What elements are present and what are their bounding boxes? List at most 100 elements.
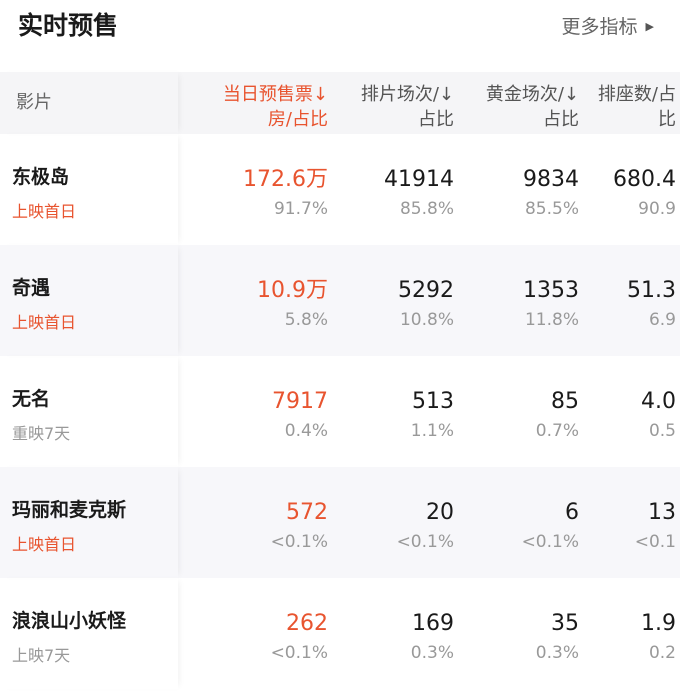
table-header: 影片 当日预售票↓ 房/占比 排片场次/↓ 占比 黄金场次/↓ 占比 排座数/占比 <box>0 72 680 134</box>
seats-value: 1.9 <box>641 611 676 636</box>
shows-cell: 20 <0.1% <box>397 499 454 578</box>
shows-value: 41914 <box>384 167 454 192</box>
box-office-value: 10.9万 <box>257 278 328 303</box>
box-office-value: 7917 <box>272 389 328 414</box>
gold-shows-percent: 11.8% <box>524 310 579 330</box>
box-office-percent: 0.4% <box>284 421 328 441</box>
gold-shows-cell: 1353 11.8% <box>523 277 579 356</box>
film-name: 东极岛 <box>12 166 70 188</box>
table-row[interactable]: 奇遇上映首日 10.9万 5.8% 5292 10.8% 1353 11.8% 51.3 6.9 <box>0 245 680 356</box>
header-label: 占比 <box>543 109 579 130</box>
gold-shows-value: 35 <box>551 611 579 636</box>
film-status: 上映首日 <box>12 535 77 554</box>
header-label: 排片场次/↓ <box>360 84 454 105</box>
table-row[interactable]: 浪浪山小妖怪 上映7天 262 <0.1% 169 0.3% 35 0.3% 1.9 0.2 <box>0 578 680 689</box>
gold-shows-percent: 0.3% <box>535 643 579 663</box>
film-name: 玛丽和麦克斯 <box>12 499 127 521</box>
page-title: 实时预售 <box>18 11 119 40</box>
shows-cell: 41914 85.8% <box>384 166 454 245</box>
shows-value: 513 <box>412 389 454 414</box>
film-status: 上映7天 <box>12 646 71 665</box>
box-office-cell: 7917 0.4% <box>272 388 328 467</box>
header-label: 黄金场次/↓ <box>485 84 579 105</box>
film-name: 无名 <box>12 388 51 410</box>
header-film: 影片 <box>0 72 178 134</box>
header-label: 当日预售票↓ <box>222 84 328 105</box>
triangle-right-icon: ▶ <box>645 20 654 33</box>
gold-shows-cell: 85 0.7% <box>536 388 579 467</box>
seats-value: 13 <box>648 500 676 525</box>
seats-value: 680.4 <box>613 167 676 192</box>
gold-shows-value: 85 <box>551 389 579 414</box>
box-office-percent: 5.8% <box>284 310 328 330</box>
presale-table: 影片 当日预售票↓ 房/占比 排片场次/↓ 占比 黄金场次/↓ 占比 排座数/占比 东… <box>0 72 680 689</box>
header-seats-sort[interactable]: 排座数/占比 <box>598 82 676 134</box>
film-cell: 无名重映7天 <box>0 356 178 467</box>
header-film-label: 影片 <box>16 92 52 113</box>
film-cell: 奇遇 上映首日 <box>0 245 178 356</box>
box-office-percent: 91.7% <box>273 199 328 219</box>
gold-shows-percent: 0.7% <box>535 421 579 441</box>
shows-cell: 513 1.1% <box>411 388 454 467</box>
seats-cell: 51.3 6.9 <box>627 277 676 356</box>
shows-cell: 5292 10.8% <box>398 277 454 356</box>
seats-percent: 90.9 <box>638 199 676 219</box>
seats-value: 51.3 <box>627 278 676 303</box>
gold-shows-value: 9834 <box>523 167 579 192</box>
box-office-percent: <0.1% <box>270 532 328 552</box>
seats-cell: 680.4 90.9 <box>613 166 676 245</box>
box-office-value: 262 <box>286 611 328 636</box>
shows-value: 5292 <box>398 278 454 303</box>
seats-percent: <0.1 <box>634 532 676 552</box>
shows-percent: 1.1% <box>410 421 454 441</box>
film-name: 浪浪山小妖怪 <box>12 610 127 632</box>
more-metrics-label: 更多指标 <box>561 16 638 38</box>
box-office-cell: 172.6万 91.7% <box>243 166 328 245</box>
shows-percent: <0.1% <box>396 532 454 552</box>
header-label: 占比 <box>418 109 454 130</box>
header-label: 比 <box>658 109 676 130</box>
box-office-value: 572 <box>286 500 328 525</box>
box-office-value: 172.6万 <box>243 167 328 192</box>
film-cell: 浪浪山小妖怪 上映7天 <box>0 578 178 689</box>
header-label: 排座数/占 <box>597 84 676 105</box>
gold-shows-value: 1353 <box>523 278 579 303</box>
gold-shows-value: 6 <box>565 500 579 525</box>
box-office-cell: 10.9万 5.8% <box>257 277 328 356</box>
shows-value: 169 <box>412 611 454 636</box>
gold-shows-cell: 6 <0.1% <box>522 499 579 578</box>
film-cell: 玛丽和麦克斯 上映首日 <box>0 467 178 578</box>
seats-cell: 1.9 0.2 <box>641 610 676 689</box>
header-shows-sort[interactable]: 排片场次/↓ 占比 <box>361 82 454 134</box>
film-status: 上映首日 <box>12 313 77 332</box>
box-office-cell: 262 <0.1% <box>271 610 328 689</box>
box-office-percent: <0.1% <box>270 643 328 663</box>
box-office-cell: 572 <0.1% <box>271 499 328 578</box>
film-status: 重映7天 <box>12 424 71 443</box>
seats-percent: 6.9 <box>648 310 676 330</box>
more-metrics-button[interactable]: 更多指标 ▶ <box>562 12 654 39</box>
gold-shows-percent: 85.5% <box>524 199 579 219</box>
table-row[interactable]: 无名 重映7天 7917 0.4% 513 1.1% 85 0.7% 4.0 0.5 <box>0 356 680 467</box>
seats-percent: 0.5 <box>648 421 676 441</box>
header-label: 房/占比 <box>267 109 328 130</box>
shows-percent: 85.8% <box>399 199 454 219</box>
film-name: 奇遇 <box>12 277 51 299</box>
gold-shows-cell: 9834 85.5% <box>523 166 579 245</box>
shows-percent: 0.3% <box>410 643 454 663</box>
seats-value: 4.0 <box>641 389 676 414</box>
header-box-office-sort[interactable]: 当日预售票↓ 房/占比 <box>223 82 328 134</box>
shows-cell: 169 0.3% <box>411 610 454 689</box>
header-gold-shows-sort[interactable]: 黄金场次/↓ 占比 <box>486 82 579 134</box>
seats-cell: 13 <0.1 <box>635 499 676 578</box>
seats-cell: 4.0 0.5 <box>641 388 676 467</box>
shows-value: 20 <box>426 500 454 525</box>
film-cell: 东极岛 上映首日 <box>0 134 178 245</box>
table-row[interactable]: 玛丽和麦克斯 上映首日 572 <0.1% 20 <0.1% 6 <0.1% 13 <0.1 <box>0 467 680 578</box>
film-status: 上映首日 <box>12 202 77 221</box>
shows-percent: 10.8% <box>399 310 454 330</box>
table-row[interactable]: 东极岛上映首日 172.6万 91.7% 41914 85.8% 9834 85.5% 680… <box>0 134 680 245</box>
gold-shows-cell: 35 0.3% <box>536 610 579 689</box>
seats-percent: 0.2 <box>648 643 676 663</box>
gold-shows-percent: <0.1% <box>521 532 579 552</box>
